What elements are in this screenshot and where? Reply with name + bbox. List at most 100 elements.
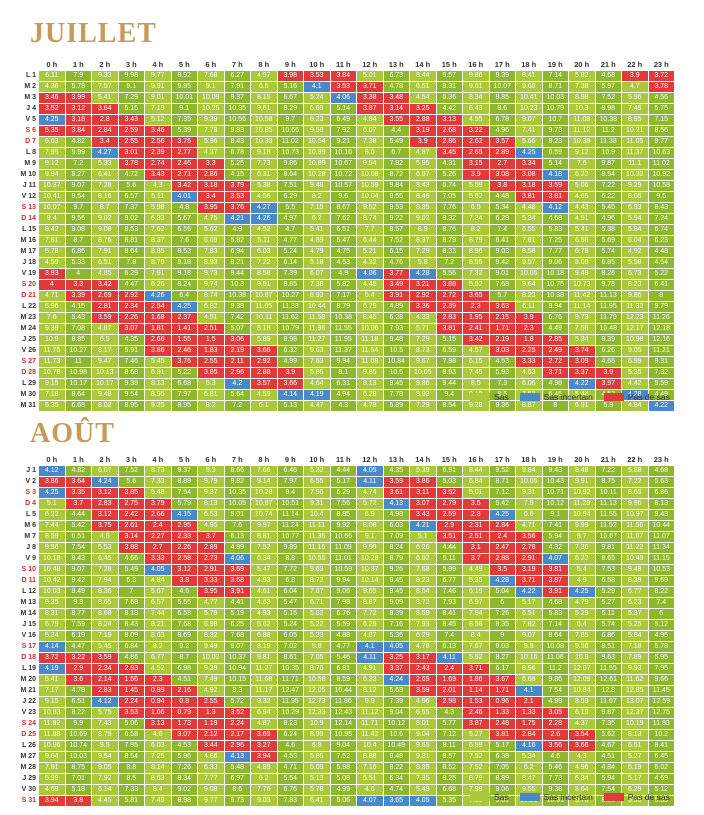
tide-cell: 3.4: [91, 136, 119, 148]
tide-cell: 3.22: [462, 125, 490, 137]
tide-cell: 7.35: [170, 114, 198, 126]
tide-cell: 7.93: [382, 323, 410, 335]
tide-cell: 6.82: [197, 301, 225, 313]
tide-cell: 6.26: [144, 279, 172, 291]
tide-cell: 5.33: [91, 158, 119, 170]
table-row: J 8 9.56 7.54 5.53 3.88 2.7 2.26 2.89 4.89 7.52 9.…: [16, 542, 675, 554]
tide-cell: 3.37: [382, 663, 410, 675]
tide-cell: 10.9: [594, 147, 622, 159]
day-label: L 29: [22, 380, 36, 387]
tide-cell: 8.85: [64, 334, 92, 346]
tide-cell: 5.85: [303, 367, 331, 379]
tide-cell: 8.16: [91, 191, 119, 203]
tide-cell: 11.62: [276, 312, 304, 324]
legend-swatch-sas: [470, 393, 490, 401]
tide-cell: 7.45: [621, 103, 649, 115]
tide-cell: 2.56: [144, 136, 172, 148]
hour-header: 11 h: [335, 455, 351, 464]
tide-cell: 10.61: [541, 795, 569, 807]
tide-cell: 11.37: [621, 147, 649, 159]
tide-cell: 13.07: [621, 696, 649, 708]
tide-cell: 8.46: [409, 191, 437, 203]
tide-cell: 6.97: [462, 597, 490, 609]
tide-cell: 8: [541, 400, 569, 412]
tide-cell: 3.81: [541, 564, 569, 576]
tide-cell: 2.55: [197, 356, 225, 368]
tide-cell: 6.03: [250, 246, 278, 258]
tide-cell: 5.58: [621, 257, 649, 269]
tide-cell: 4.26: [144, 290, 172, 302]
tide-cell: 2.88: [250, 367, 278, 379]
tide-cell: 5.74: [594, 619, 622, 631]
tide-cell: 2.79: [435, 498, 463, 510]
tide-cell: 4.92: [621, 246, 649, 258]
tide-cell: 8.34: [170, 773, 198, 785]
tide-cell: 7.34: [462, 213, 490, 225]
tide-cell: 8.18: [117, 608, 145, 620]
tide-cell: 9.49: [568, 268, 596, 280]
tide-cell: 10.42: [38, 575, 66, 587]
tide-cell: 3.53: [303, 70, 331, 82]
tide-cell: 8.17: [91, 345, 119, 357]
tide-cell: 3.78: [117, 158, 145, 170]
hour-header: 5 h: [178, 60, 190, 69]
tide-cell: 6.22: [38, 509, 66, 521]
tide-cell: 7.52: [117, 465, 145, 477]
tide-cell: 9.54: [117, 389, 145, 401]
tide-cell: 4.51: [594, 751, 622, 763]
tide-cell: 10.79: [276, 323, 304, 335]
tide-cell: 5.35: [38, 125, 66, 137]
day-label: D 21: [21, 292, 36, 299]
tide-cell: 6.59: [462, 740, 490, 752]
tide-cell: 2.48: [488, 718, 516, 730]
tide-cell: 10.27: [276, 290, 304, 302]
day-label: M 7: [24, 533, 36, 540]
day-label: S 13: [21, 204, 36, 211]
day-label: V 19: [21, 270, 36, 277]
tide-cell: 2.92: [117, 290, 145, 302]
tide-cell: 10.71: [541, 487, 569, 499]
tide-cell: 8.59: [409, 608, 437, 620]
tide-cell: 4.99: [541, 696, 569, 708]
tide-cell: 2.71: [170, 169, 198, 181]
tide-cell: 4.28: [488, 575, 516, 587]
tide-cell: 4.36: [38, 81, 66, 93]
tide-cell: 3.9: [409, 136, 437, 148]
tide-cell: 11.22: [621, 542, 649, 554]
tide-cell: 8.92: [170, 70, 198, 82]
tide-cell: 4.22: [515, 586, 543, 598]
tide-cell: 8.43: [117, 619, 145, 631]
tide-cell: 10.39: [568, 136, 596, 148]
tide-cell: 2.89: [488, 147, 516, 159]
tide-cell: 8.74: [197, 290, 225, 302]
hour-header: 4 h: [152, 455, 164, 464]
tide-cell: 8.37: [144, 235, 172, 247]
tide-cell: 8.4: [462, 630, 490, 642]
tide-cell: 9.44: [223, 268, 251, 280]
tide-cell: 4.93: [250, 608, 278, 620]
tide-cell: 6.36: [435, 92, 463, 104]
tide-cell: 3.53: [329, 81, 357, 93]
tide-cell: 8.68: [91, 608, 119, 620]
tide-cell: 8.19: [250, 641, 278, 653]
tide-cell: 7.97: [276, 476, 304, 488]
tide-cell: 9.64: [38, 751, 66, 763]
tide-cell: 5.22: [647, 268, 675, 280]
tide-cell: 4.71: [515, 520, 543, 532]
tide-cell: 6.38: [488, 751, 516, 763]
day-label: V 2: [25, 478, 36, 485]
tide-cell: 12.16: [647, 334, 675, 346]
tide-cell: 8.4: [144, 784, 172, 796]
tide-cell: 4.24: [382, 674, 410, 686]
tide-cell: 8.63: [144, 773, 172, 785]
tide-cell: 2.26: [170, 542, 198, 554]
tide-cell: 9.21: [329, 136, 357, 148]
tide-cell: 10.99: [303, 147, 331, 159]
tide-cell: 9.99: [568, 520, 596, 532]
tide-cell: 2.14: [91, 674, 119, 686]
tide-cell: 10.96: [38, 740, 66, 752]
tide-cell: 11.16: [303, 542, 331, 554]
tide-cell: 6.3: [117, 575, 145, 587]
tide-cell: 4.2: [223, 378, 251, 390]
